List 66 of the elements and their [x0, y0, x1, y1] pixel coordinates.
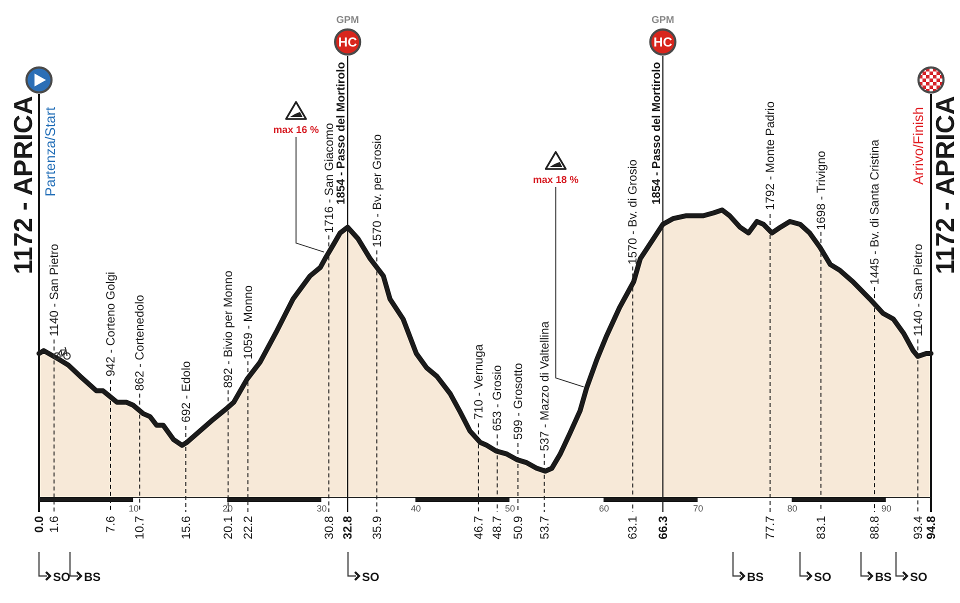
- text: SO: [910, 570, 928, 584]
- ref-line-label: 15.6: [178, 516, 193, 540]
- x-tick-label: 40: [410, 504, 421, 514]
- annotation: 599 - Grosotto: [510, 362, 525, 440]
- ref-line-label: 48.7: [490, 516, 504, 540]
- annotation: 862 - Cortenedolo: [132, 294, 147, 391]
- ref-line-label: 32.8: [340, 516, 355, 540]
- annotation: 1059 - Monno: [240, 284, 255, 360]
- x-tick-label: 30: [316, 504, 327, 514]
- text: HC: [338, 34, 358, 50]
- ref-line-label: 1.6: [47, 516, 62, 533]
- annotation: 1854 - Passo del Mortirolo: [650, 62, 663, 205]
- ref-line-label: 0.0: [32, 516, 46, 533]
- ref-line-label: 53.7: [537, 516, 552, 540]
- ref-line-label: 46.7: [471, 516, 486, 540]
- annotation: 942 - Corteno Golgi: [104, 272, 118, 377]
- annotation: 1570 - Bv. per Grosio: [370, 134, 384, 248]
- text: BS: [84, 570, 101, 584]
- ref-line-label: 93.4: [910, 516, 925, 540]
- x-tick-label: 50: [504, 504, 515, 514]
- ref-line-label: 88.8: [868, 516, 882, 540]
- ref-line-label: 35.9: [370, 516, 384, 540]
- annotation: 653 - Grosio: [490, 364, 504, 432]
- text: SO: [814, 570, 832, 584]
- text: GPM: [651, 15, 674, 26]
- ref-line-label: 20.1: [221, 516, 236, 540]
- annotation: 892 - Bivio per Monno: [221, 270, 236, 388]
- annotation: 1792 - Monte Padrio: [763, 101, 778, 210]
- x-tick-label: 70: [693, 504, 704, 514]
- x-tick-label: 60: [599, 504, 610, 514]
- annotation: 1140 - San Pietro: [910, 244, 925, 336]
- ref-line-label: 83.1: [814, 516, 828, 540]
- ref-line-label: 94.8: [924, 516, 938, 540]
- text: BS: [875, 570, 892, 584]
- ref-line-label: 50.9: [510, 516, 525, 540]
- annotation: Arrivo/Finish: [910, 107, 926, 185]
- x-tick-label: 20: [222, 504, 233, 514]
- annotation: 1716 - San Giacomo: [322, 122, 336, 234]
- annotation: 692 - Edolo: [178, 360, 193, 422]
- text: SO: [53, 570, 70, 584]
- annotation: 1854 - Passo del Mortirolo: [336, 62, 348, 205]
- annotation: Partenza/Start: [42, 106, 58, 196]
- annotation: 537 - Mazzo di Valtellina: [537, 321, 552, 452]
- annotation: 1698 - Trivigno: [814, 150, 828, 230]
- annotation: 1445 - Bv. di Santa Cristina: [868, 139, 882, 285]
- annotation: 710 - Vernuga: [471, 344, 486, 420]
- ref-line-label: 77.7: [763, 516, 778, 540]
- annotation: 1172 - APRICA: [930, 96, 960, 274]
- x-tick-label: 90: [881, 504, 892, 514]
- text: SO: [362, 570, 380, 584]
- annotation: max 18 %: [532, 175, 579, 186]
- ref-line-label: 10.7: [132, 516, 147, 540]
- annotation: 1140 - San Pietro: [47, 244, 62, 336]
- annotation: 1570 - Bv. di Grosio: [626, 159, 640, 265]
- text: GPM: [336, 15, 360, 26]
- ref-line-label: 66.3: [656, 516, 670, 540]
- annotation: 1172 - APRICA: [8, 96, 38, 274]
- x-tick-label: 10: [128, 504, 139, 514]
- ref-line-label: 22.2: [240, 516, 255, 540]
- x-tick-label: 80: [787, 504, 798, 514]
- annotation: max 16 %: [273, 125, 319, 136]
- text: BS: [747, 570, 764, 584]
- text: HC: [653, 34, 673, 50]
- ref-line-label: 7.6: [104, 516, 118, 533]
- ref-line-label: 30.8: [322, 516, 336, 540]
- ref-line-label: 63.1: [626, 516, 640, 540]
